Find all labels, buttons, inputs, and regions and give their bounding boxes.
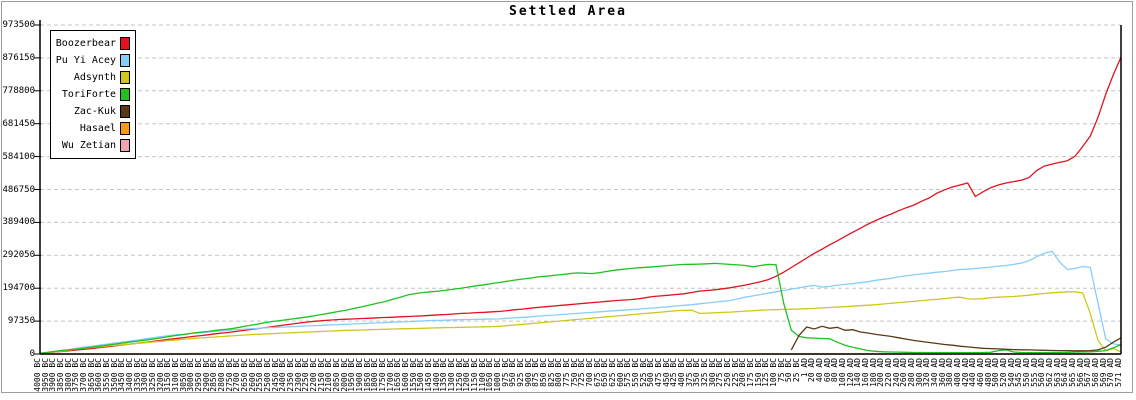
x-axis-label: 625 BC — [608, 358, 617, 387]
x-axis-label: 2800 BC — [217, 358, 226, 392]
legend-swatch — [120, 54, 130, 67]
x-axis-label: 2500 BC — [263, 358, 272, 392]
x-axis-label: 1600 BC — [401, 358, 410, 392]
legend-item: Pu Yi Acey — [55, 52, 130, 69]
x-axis-label: 2200 BC — [309, 358, 318, 392]
x-axis-label: 325 BC — [700, 358, 709, 387]
y-axis-label: 681450 — [2, 119, 35, 129]
x-axis-label: 520 AD — [999, 358, 1008, 387]
y-axis-label: 973500 — [2, 20, 35, 30]
legend-label: Hasael — [79, 122, 116, 134]
x-axis-label: 3700 BC — [79, 358, 88, 392]
y-axis-label: 486750 — [2, 185, 35, 195]
x-axis-label: 2350 BC — [286, 358, 295, 392]
legend-item: Hasael — [55, 120, 130, 137]
x-axis-label: 100 AD — [838, 358, 847, 387]
legend-swatch — [120, 105, 130, 118]
x-axis-label: 460 AD — [976, 358, 985, 387]
legend-swatch — [120, 88, 130, 101]
x-axis-label: 1000 BC — [493, 358, 502, 392]
x-axis-label: 40 AD — [815, 358, 824, 383]
x-axis-label: 3100 BC — [171, 358, 180, 392]
y-axis-label: 97350 — [7, 316, 35, 326]
x-axis-label: 160 AD — [861, 358, 870, 387]
x-axis-label: 100 BC — [769, 358, 778, 387]
x-axis-label: 550 BC — [631, 358, 640, 387]
legend-label: Zac-Kuk — [73, 105, 116, 117]
legend-label: Adsynth — [73, 71, 116, 83]
y-axis-label: 876150 — [2, 53, 35, 63]
y-axis-label: 194700 — [2, 283, 35, 293]
series-line-boozerbear — [39, 57, 1122, 354]
legend-swatch — [120, 37, 130, 50]
y-axis-label: 778800 — [2, 86, 35, 96]
x-axis-label: 175 BC — [746, 358, 755, 387]
series-line-adsynth — [39, 291, 1122, 355]
graph-panel-border — [1, 1, 1133, 393]
x-axis-label: 25 BC — [792, 358, 801, 383]
x-axis-label: 2950 BC — [194, 358, 203, 392]
x-axis-label: 3550 BC — [102, 358, 111, 392]
x-axis-label: 340 AD — [930, 358, 939, 387]
legend: Boozerbear Pu Yi Acey Adsynth ToriForte Zac-… — [50, 30, 136, 159]
y-axis-label: 389400 — [2, 217, 35, 227]
legend-label: Pu Yi Acey — [55, 54, 116, 66]
series-line-toriforte — [39, 262, 1122, 354]
x-axis-label: 1900 BC — [355, 358, 364, 392]
x-axis-label: 3400 BC — [125, 358, 134, 392]
x-axis-label: 1750 BC — [378, 358, 387, 392]
legend-swatch — [120, 71, 130, 84]
x-axis-label: 1450 BC — [424, 358, 433, 392]
x-axis-label: 2650 BC — [240, 358, 249, 392]
x-axis-label: 568 AD — [1091, 358, 1100, 387]
x-axis-label: 571 AD — [1114, 358, 1123, 387]
series-line-zac-kuk — [790, 325, 1122, 352]
series-line-pu-yi-acey — [39, 250, 1122, 355]
x-axis-label: 400 BC — [677, 358, 686, 387]
chart-title: Settled Area — [509, 4, 627, 19]
x-axis-label: 4000 BC — [33, 358, 42, 392]
legend-item: Wu Zetian — [55, 137, 130, 154]
y-axis-label: 292050 — [2, 250, 35, 260]
x-axis-label: 400 AD — [953, 358, 962, 387]
x-axis-label: 1300 BC — [447, 358, 456, 392]
x-axis-label: 700 BC — [585, 358, 594, 387]
legend-label: ToriForte — [61, 88, 116, 100]
x-axis-label: 475 BC — [654, 358, 663, 387]
x-axis-label: 562 AD — [1045, 358, 1054, 387]
y-axis-label: 584100 — [2, 152, 35, 162]
legend-swatch — [120, 122, 130, 135]
x-axis-label: 220 AD — [884, 358, 893, 387]
x-axis-label: 565 AD — [1068, 358, 1077, 387]
x-axis-label: 925 BC — [516, 358, 525, 387]
x-axis-label: 550 AD — [1022, 358, 1031, 387]
legend-label: Wu Zetian — [61, 139, 116, 151]
x-axis-label: 3250 BC — [148, 358, 157, 392]
x-axis-label: 850 BC — [539, 358, 548, 387]
legend-item: ToriForte — [55, 86, 130, 103]
legend-swatch — [120, 139, 130, 152]
y-axis-label: 0 — [29, 349, 35, 359]
x-axis-label: 280 AD — [907, 358, 916, 387]
x-axis-label: 250 BC — [723, 358, 732, 387]
legend-item: Zac-Kuk — [55, 103, 130, 120]
x-axis-label: 1150 BC — [470, 358, 479, 392]
legend-item: Boozerbear — [55, 35, 130, 52]
x-axis-label: 3850 BC — [56, 358, 65, 392]
legend-item: Adsynth — [55, 69, 130, 86]
x-axis-label: 775 BC — [562, 358, 571, 387]
x-axis-label: 2050 BC — [332, 358, 341, 392]
legend-label: Boozerbear — [55, 37, 116, 49]
